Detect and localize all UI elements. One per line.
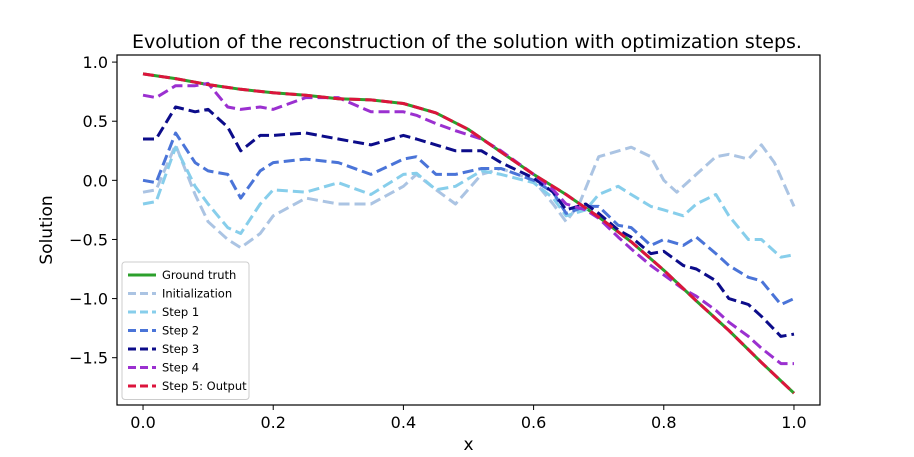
- x-tick-label: 0.6: [521, 413, 546, 432]
- plot-frame: [116, 54, 821, 406]
- legend-label: Ground truth: [162, 268, 236, 282]
- y-tick-label: 0.5: [83, 112, 108, 131]
- x-tick-label: 1.0: [781, 413, 806, 432]
- y-tick-label: −1.0: [69, 290, 108, 309]
- x-tick-label: 0.0: [130, 413, 155, 432]
- x-axis-label: x: [463, 435, 473, 455]
- y-tick-label: −1.5: [69, 349, 108, 368]
- legend-label: Step 1: [162, 305, 199, 319]
- legend-label: Step 4: [162, 361, 199, 375]
- x-tick-label: 0.2: [260, 413, 285, 432]
- series-line-ground-truth: [142, 72, 796, 395]
- y-tick-label: −0.5: [69, 230, 108, 249]
- legend-label: Step 5: Output: [162, 379, 247, 393]
- series-line-step-1: [142, 145, 795, 259]
- legend-label: Step 2: [162, 324, 199, 338]
- series-line-step-3: [143, 105, 795, 338]
- x-axis: 0.0 0.2 0.4 0.6 0.8 1.0: [130, 405, 807, 432]
- legend-box: [121, 261, 250, 400]
- series-line-step-2: [142, 131, 795, 306]
- x-tick-label: 0.4: [391, 413, 416, 432]
- legend: Ground truth Initialization Step 1 Step 2 St…: [121, 261, 250, 400]
- plot-lines: [142, 72, 796, 395]
- legend-label: Initialization: [162, 287, 232, 301]
- y-axis-label: Solution: [37, 195, 57, 264]
- y-tick-label: 1.0: [83, 53, 108, 72]
- x-tick-label: 0.8: [651, 413, 676, 432]
- y-tick-label: 0.0: [83, 171, 108, 190]
- y-axis: 1.0 0.5 0.0 −0.5 −1.0 −1.5: [69, 53, 117, 368]
- chart-title: Evolution of the reconstruction of the s…: [132, 31, 802, 53]
- legend-label: Step 3: [162, 342, 199, 356]
